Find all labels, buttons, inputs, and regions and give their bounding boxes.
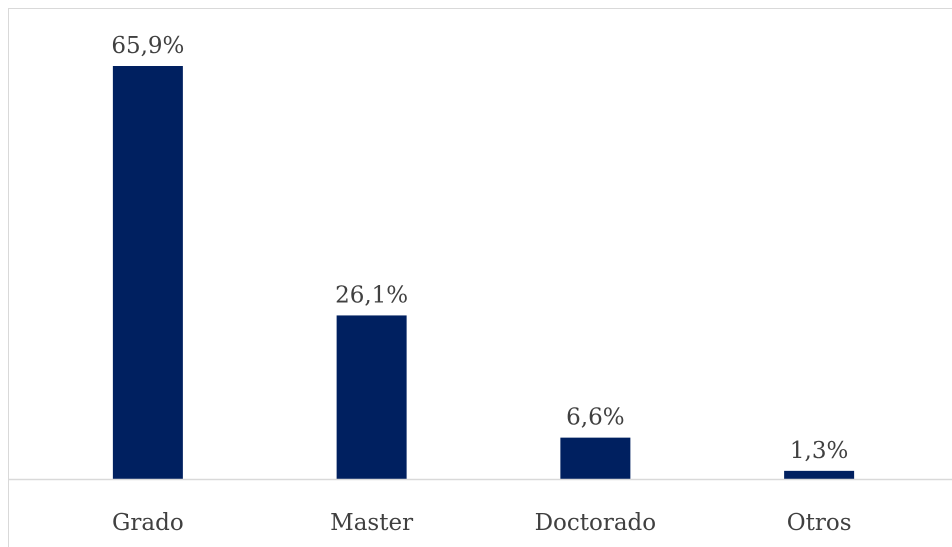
category-labels-layer: Grado Master Doctorado Otros <box>112 510 851 536</box>
data-label-otros: 1,3% <box>790 438 848 464</box>
data-label-master: 26,1% <box>335 282 408 308</box>
category-label-doctorado: Doctorado <box>535 510 657 536</box>
category-label-master: Master <box>330 510 413 536</box>
bar-grado <box>112 66 183 479</box>
bar-master <box>336 315 407 479</box>
chart-frame <box>8 8 952 547</box>
data-label-grado: 65,9% <box>111 33 184 59</box>
data-label-doctorado: 6,6% <box>566 405 624 431</box>
category-label-grado: Grado <box>112 510 184 536</box>
data-labels-layer: 65,9% 26,1% 6,6% 1,3% <box>111 33 848 464</box>
bar-doctorado <box>560 437 631 479</box>
bars-layer <box>112 66 855 479</box>
category-label-otros: Otros <box>787 510 852 536</box>
bar-otros <box>784 470 855 479</box>
